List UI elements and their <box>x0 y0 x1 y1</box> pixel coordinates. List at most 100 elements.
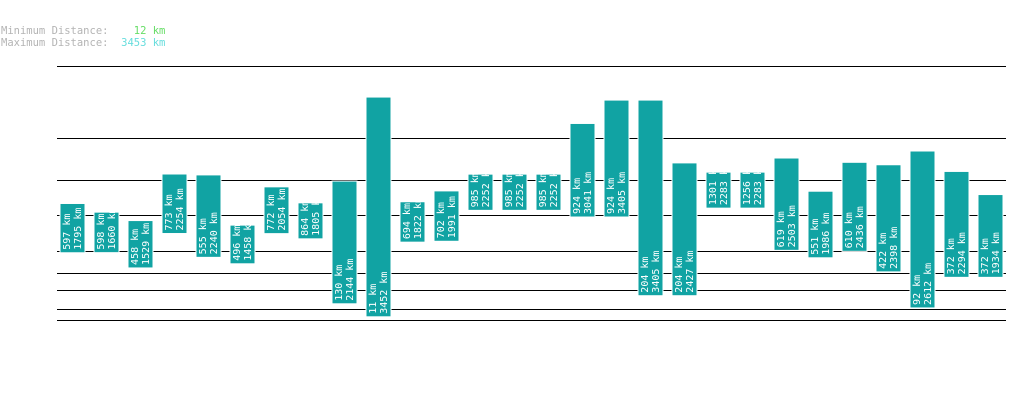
bar-min-label-28: 372 km <box>980 238 991 274</box>
bar-max-label-4: 2254 km <box>175 188 186 230</box>
bar-rect-1 <box>59 202 86 254</box>
bar-rect-18 <box>637 99 664 297</box>
bar-rect-23 <box>807 190 834 259</box>
bar-max-label-23: 1986 km <box>821 213 832 255</box>
bar-rect-13 <box>467 173 494 211</box>
bar-22: 619 km 2503 km <box>773 157 800 251</box>
max-distance-value: 3453 km <box>121 37 166 49</box>
bar-min-label-2: 598 km <box>96 214 107 250</box>
bar-min-label-9: 130 km <box>334 265 345 301</box>
bar-11: 694 km 1822 km <box>399 197 426 243</box>
bar-rect-3 <box>127 220 154 269</box>
bar-max-label-9: 2144 km <box>345 259 356 301</box>
bar-min-label-12: 702 km <box>436 202 447 238</box>
bar-max-label-18: 3405 km <box>651 251 662 293</box>
bar-max-label-10: 3452 km <box>379 272 390 314</box>
bar-min-label-25: 422 km <box>878 233 889 269</box>
bar-min-label-14: 985 km <box>504 171 515 207</box>
bar-max-label-7: 2054 km <box>277 188 288 230</box>
bar-12: 702 km 1991 km <box>433 190 460 242</box>
bar-rect-6 <box>229 224 256 265</box>
bar-min-label-17: 924 km <box>606 178 617 214</box>
bar-rect-16 <box>569 122 596 218</box>
bar-max-label-1: 1795 km <box>73 208 84 250</box>
bar-16: 924 km 3041 km <box>569 122 596 218</box>
bar-7: 772 km 2054 km <box>263 186 290 235</box>
bar-8: 864 km 1805 km <box>297 194 324 240</box>
bar-13: 985 km 2252 km <box>467 165 494 211</box>
bar-2: 598 km 1660 km <box>93 207 120 254</box>
max-distance-label: Maximum Distance: <box>1 37 109 49</box>
bar-min-label-26: 92 km <box>912 275 923 305</box>
bar-5: 555 km 2240 km <box>195 174 222 258</box>
bar-min-label-27: 372 km <box>946 238 957 274</box>
bar-3: 458 km 1529 km <box>127 220 154 269</box>
bar-23: 551 km 1986 km <box>807 190 834 259</box>
bar-max-label-19: 2427 km <box>685 251 696 293</box>
bar-min-label-15: 985 km <box>538 171 549 207</box>
bar-min-label-1: 597 km <box>62 214 73 250</box>
bar-rect-12 <box>433 190 460 242</box>
bar-max-label-13: 2252 km <box>481 165 492 207</box>
bar-min-label-18: 204 km <box>640 257 651 293</box>
bar-max-label-2: 1660 km <box>107 207 118 249</box>
bar-rect-22 <box>773 157 800 251</box>
bar-max-label-11: 1822 km <box>413 197 424 239</box>
bar-28: 372 km 1934 km <box>977 194 1004 278</box>
bar-max-label-8: 1805 km <box>311 194 322 236</box>
bar-rect-26 <box>909 150 936 309</box>
bar-max-label-24: 2436 km <box>855 206 866 248</box>
bar-max-label-3: 1529 km <box>141 223 152 265</box>
bar-min-label-4: 773 km <box>164 194 175 230</box>
bar-max-label-17: 3405 km <box>617 172 628 214</box>
bar-min-label-5: 555 km <box>198 218 209 254</box>
bar-rect-9 <box>331 180 358 305</box>
bar-1: 597 km 1795 km <box>59 202 86 254</box>
bar-20: 1301 km 2283 km <box>705 163 732 209</box>
bar-min-label-23: 551 km <box>810 219 821 255</box>
bar-rect-5 <box>195 174 222 258</box>
bar-rect-2 <box>93 211 120 254</box>
bar-max-label-20: 2283 km <box>719 163 730 205</box>
bar-max-label-12: 1991 km <box>447 196 458 238</box>
bar-6: 496 km 1458 km <box>229 219 256 265</box>
bar-18: 204 km 3405 km <box>637 99 664 297</box>
bar-rect-27 <box>943 170 970 278</box>
min-distance-value: 12 km <box>133 25 166 37</box>
bar-15: 985 km 2252 km <box>535 165 562 211</box>
bar-min-label-19: 204 km <box>674 257 685 293</box>
bar-min-label-21: 1256 km <box>742 163 753 205</box>
bar-max-label-21: 2283 km <box>753 163 764 205</box>
bar-19: 204 km 2427 km <box>671 162 698 297</box>
bar-rect-20 <box>705 171 732 209</box>
bar-min-label-22: 619 km <box>776 211 787 247</box>
bar-min-label-8: 864 km <box>300 200 311 236</box>
bar-rect-7 <box>263 186 290 235</box>
bar-rect-19 <box>671 162 698 297</box>
bar-max-label-6: 1458 km <box>243 219 254 261</box>
bar-max-label-26: 2612 km <box>923 263 934 305</box>
bar-min-label-20: 1301 km <box>708 163 719 205</box>
bars-group: 597 km 1795 km 598 km 1660 km 458 km 1529 km 7… <box>59 96 1004 318</box>
bar-min-label-3: 458 km <box>130 229 141 265</box>
bar-max-label-22: 2503 km <box>787 205 798 247</box>
bar-25: 422 km 2398 km <box>875 164 902 273</box>
bar-rect-15 <box>535 173 562 211</box>
bar-min-label-24: 610 km <box>844 212 855 248</box>
bar-17: 924 km 3405 km <box>603 99 630 218</box>
bar-max-label-15: 2252 km <box>549 165 560 207</box>
bar-min-label-11: 694 km <box>402 203 413 239</box>
bar-rect-25 <box>875 164 902 273</box>
bar-max-label-16: 3041 km <box>583 172 594 214</box>
bar-min-label-10: 11 km <box>368 284 379 314</box>
bar-10: 11 km 3452 km <box>365 96 392 318</box>
bar-min-label-7: 772 km <box>266 195 277 231</box>
bar-rect-21 <box>739 171 766 209</box>
bar-rect-24 <box>841 161 868 252</box>
bar-max-label-27: 2294 km <box>957 232 968 274</box>
distance-summary: Minimum Distance: 12 km Maximum Distance… <box>1 25 165 49</box>
bar-26: 92 km 2612 km <box>909 150 936 309</box>
bar-rect-4 <box>161 173 188 235</box>
bar-rect-11 <box>399 201 426 243</box>
